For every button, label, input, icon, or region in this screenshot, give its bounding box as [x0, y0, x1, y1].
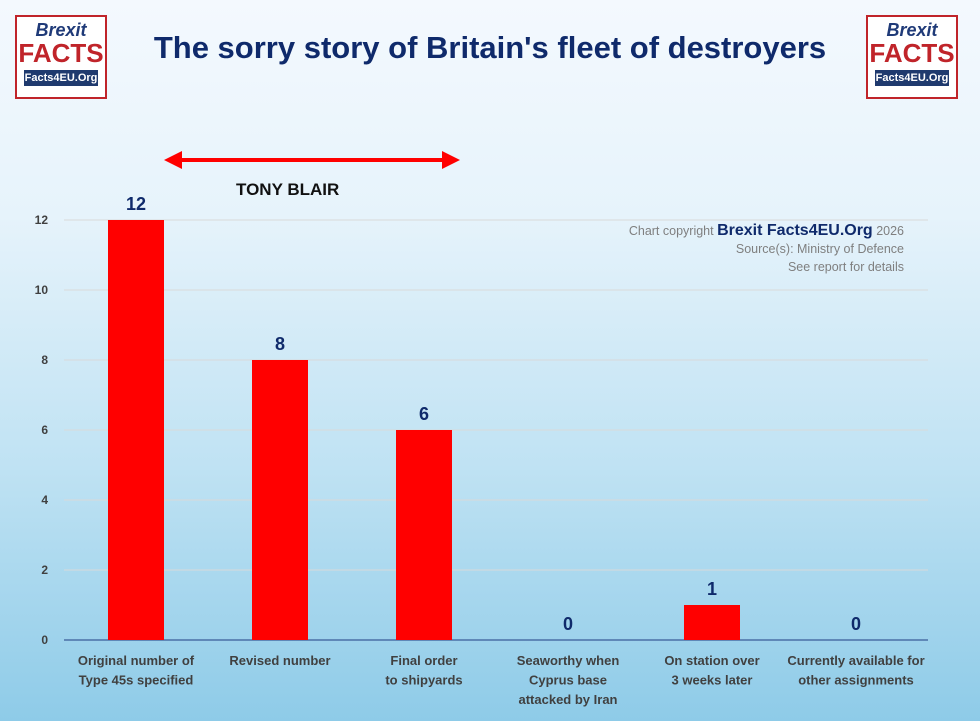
credit-prefix: Chart copyright	[628, 224, 714, 238]
y-tick-label: 8	[41, 353, 48, 367]
bar	[684, 605, 740, 640]
logo-right: Brexit FACTS Facts4EU.Org	[866, 15, 958, 99]
chart-title: The sorry story of Britain's fleet of de…	[153, 30, 827, 65]
x-tick-label: Currently available for	[787, 653, 924, 668]
data-label: 8	[275, 334, 285, 354]
y-tick-label: 12	[35, 213, 49, 227]
y-tick-label: 6	[41, 423, 48, 437]
credit-year: 2026	[876, 224, 904, 238]
arrow-head-left	[164, 151, 182, 169]
x-tick-label: Original number of	[78, 653, 195, 668]
data-label: 1	[707, 579, 717, 599]
y-tick-label: 0	[41, 633, 48, 647]
x-tick-label: Final order	[390, 653, 457, 668]
x-tick-label: Revised number	[229, 653, 330, 668]
y-tick-label: 10	[35, 283, 49, 297]
data-label: 0	[563, 614, 573, 634]
annotation-label: TONY BLAIR	[236, 180, 340, 199]
data-label: 6	[419, 404, 429, 424]
x-tick-label: attacked by Iran	[519, 692, 618, 707]
x-tick-label: other assignments	[798, 673, 914, 688]
logo-left: Brexit FACTS Facts4EU.Org	[15, 15, 107, 99]
y-tick-label: 2	[41, 563, 48, 577]
arrow-head-right	[442, 151, 460, 169]
logo-text: FACTS	[18, 38, 104, 68]
bar	[252, 360, 308, 640]
logo-text: FACTS	[869, 38, 955, 68]
x-tick-label: 3 weeks later	[672, 673, 753, 688]
logo-text: Brexit	[886, 20, 938, 40]
bar	[108, 220, 164, 640]
credit-brand: Brexit Facts4EU.Org	[717, 222, 873, 239]
data-label: 0	[851, 614, 861, 634]
y-tick-label: 4	[41, 493, 48, 507]
logo-text: Brexit	[35, 20, 87, 40]
x-tick-label: On station over	[664, 653, 759, 668]
credit-source: Source(s): Ministry of Defence	[735, 242, 904, 256]
logo-text: Facts4EU.Org	[875, 70, 949, 86]
logo-text: Facts4EU.Org	[24, 70, 98, 86]
chart-credit: Chart copyright Brexit Facts4EU.Org 2026…	[629, 222, 904, 276]
x-tick-label: Cyprus base	[529, 673, 607, 688]
bar	[396, 430, 452, 640]
x-tick-label: Seaworthy when	[517, 653, 620, 668]
credit-note: See report for details	[787, 260, 904, 274]
x-tick-label: Type 45s specified	[79, 673, 194, 688]
x-tick-label: to shipyards	[385, 673, 462, 688]
data-label: 12	[126, 194, 146, 214]
